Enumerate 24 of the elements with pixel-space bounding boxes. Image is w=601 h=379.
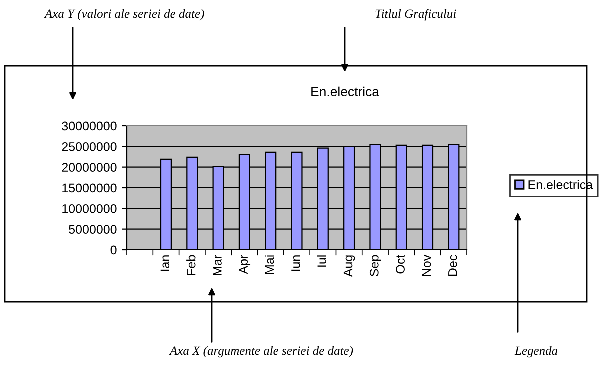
y-tick-label: 5000000: [69, 225, 117, 234]
x-tick-label: Ian: [160, 256, 170, 272]
text: Axa Y (valori ale seriei de date): [44, 9, 204, 21]
x-tick-label: Apr: [239, 255, 251, 274]
y-tick-label: 30000000: [62, 122, 117, 131]
chart-title: En.electrica: [312, 86, 380, 97]
x-tick-label: Sep: [370, 255, 382, 277]
y-tick-label: 15000000: [62, 184, 117, 193]
y-tick-label: 20000000: [62, 163, 117, 172]
x-tick-label: Mar: [213, 255, 222, 276]
x-tick-label: Nov: [422, 254, 432, 276]
x-tick-label: Mai: [265, 256, 274, 274]
x-tick-label: Dec: [448, 255, 458, 276]
y-tick-label: 10000000: [62, 204, 117, 214]
x-tick-label: Iul: [317, 256, 327, 267]
x-tick-label: Feb: [186, 255, 196, 276]
x-tick-label: Aug: [344, 256, 356, 278]
y-tick-label: 0: [110, 246, 117, 255]
text: Legenda: [514, 346, 558, 358]
y-tick-label: 25000000: [62, 142, 117, 152]
text: Titlul Graficului: [376, 9, 456, 21]
x-tick-label: Iun: [292, 256, 300, 272]
x-tick-label: Oct: [396, 254, 405, 274]
text: Axa X (argumente ale seriei de date): [169, 346, 354, 358]
